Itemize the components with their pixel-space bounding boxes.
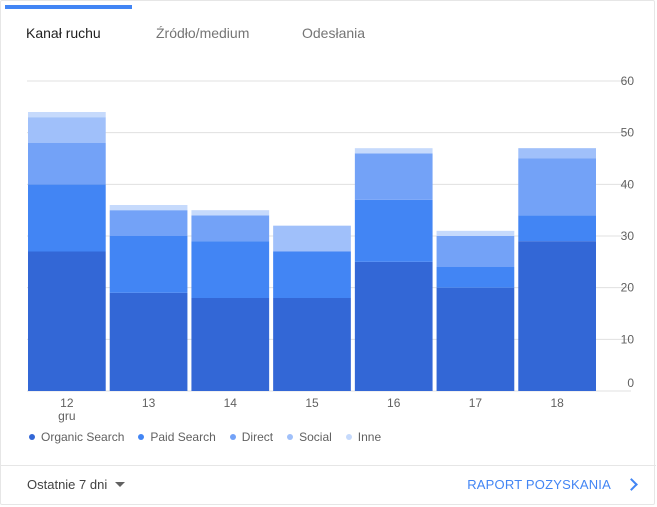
y-tick-label: 30	[621, 229, 635, 243]
tab-referrals[interactable]: Odesłania	[302, 25, 366, 41]
bar-segment-direct[interactable]	[28, 143, 106, 185]
bar-segment-organic-search[interactable]	[273, 298, 351, 391]
x-tick-label: 14	[224, 396, 238, 410]
legend-item[interactable]: Social	[287, 430, 332, 444]
date-range-label: Ostatnie 7 dni	[27, 477, 108, 492]
legend-label: Organic Search	[41, 430, 125, 444]
y-tick-label: 0	[627, 376, 634, 390]
acquisition-report-link[interactable]: RAPORT POZYSKANIA	[467, 477, 638, 492]
bar-segment-inne[interactable]	[436, 230, 515, 236]
bar-segment-social[interactable]	[273, 225, 351, 252]
legend-item[interactable]: Paid Search	[138, 430, 216, 444]
bar-segment-organic-search[interactable]	[109, 292, 188, 391]
legend-label: Inne	[357, 430, 382, 444]
active-tab-indicator	[5, 5, 132, 9]
chart-legend: Organic Search Paid Search Direct Social Inn…	[29, 429, 395, 445]
chevron-right-icon	[625, 478, 638, 491]
y-tick-label: 20	[621, 281, 635, 295]
legend-label: Paid Search	[150, 430, 216, 444]
y-tick-label: 50	[621, 126, 635, 140]
x-tick-label: gru	[58, 409, 75, 423]
tab-bar: Kanał ruchu Źródło/medium Odesłania	[1, 1, 656, 63]
bar-segment-organic-search[interactable]	[354, 261, 433, 391]
bar-segment-organic-search[interactable]	[191, 298, 270, 391]
bar-segment-paid-search[interactable]	[28, 184, 106, 252]
x-tick-label: 17	[469, 396, 483, 410]
legend-label: Direct	[241, 430, 274, 444]
bar-segment-organic-search[interactable]	[436, 287, 515, 391]
x-tick-label: 16	[387, 396, 401, 410]
legend-item[interactable]: Organic Search	[29, 430, 124, 444]
bar-segment-direct[interactable]	[354, 153, 433, 200]
legend-dot-icon	[229, 434, 236, 440]
y-tick-label: 40	[621, 177, 635, 191]
bar-segment-social[interactable]	[28, 117, 106, 143]
bar-segment-paid-search[interactable]	[354, 199, 433, 262]
x-tick-label: 18	[550, 396, 564, 410]
caret-down-icon	[115, 482, 126, 487]
bar-segment-paid-search[interactable]	[518, 215, 596, 242]
bar-segment-inne[interactable]	[28, 112, 106, 118]
date-range-dropdown[interactable]: Ostatnie 7 dni	[27, 477, 126, 492]
bar-segment-direct[interactable]	[436, 236, 515, 267]
legend-label: Social	[299, 430, 332, 444]
bar-segment-organic-search[interactable]	[28, 251, 106, 392]
bar-segment-paid-search[interactable]	[191, 241, 270, 298]
x-tick-label: 15	[305, 396, 319, 410]
bar-segment-direct[interactable]	[518, 158, 596, 216]
y-tick-label: 60	[621, 74, 635, 88]
card-footer: Ostatnie 7 dni RAPORT POZYSKANIA	[1, 465, 656, 506]
x-tick-label: 12	[60, 396, 74, 410]
legend-dot-icon	[345, 434, 352, 440]
tab-channel[interactable]: Kanał ruchu	[26, 25, 101, 41]
bar-segment-direct[interactable]	[191, 215, 270, 242]
legend-dot-icon	[29, 434, 35, 440]
bar-segment-paid-search[interactable]	[273, 251, 351, 299]
x-tick-label: 13	[142, 396, 156, 410]
bar-segment-inne[interactable]	[191, 210, 270, 216]
bar-segment-direct[interactable]	[109, 210, 188, 236]
legend-dot-icon	[287, 434, 294, 440]
y-tick-label: 10	[621, 332, 635, 346]
legend-item[interactable]: Inne	[345, 430, 382, 444]
bar-segment-paid-search[interactable]	[436, 267, 515, 288]
report-link-label: RAPORT POZYSKANIA	[467, 477, 611, 492]
bar-segment-organic-search[interactable]	[518, 241, 596, 391]
bar-segment-paid-search[interactable]	[109, 236, 188, 293]
bar-segment-social[interactable]	[518, 148, 596, 159]
bar-segment-inne[interactable]	[354, 148, 433, 154]
tab-source-medium[interactable]: Źródło/medium	[156, 25, 250, 41]
bar-segment-inne[interactable]	[109, 205, 188, 211]
legend-dot-icon	[138, 434, 145, 440]
legend-item[interactable]: Direct	[229, 430, 274, 444]
